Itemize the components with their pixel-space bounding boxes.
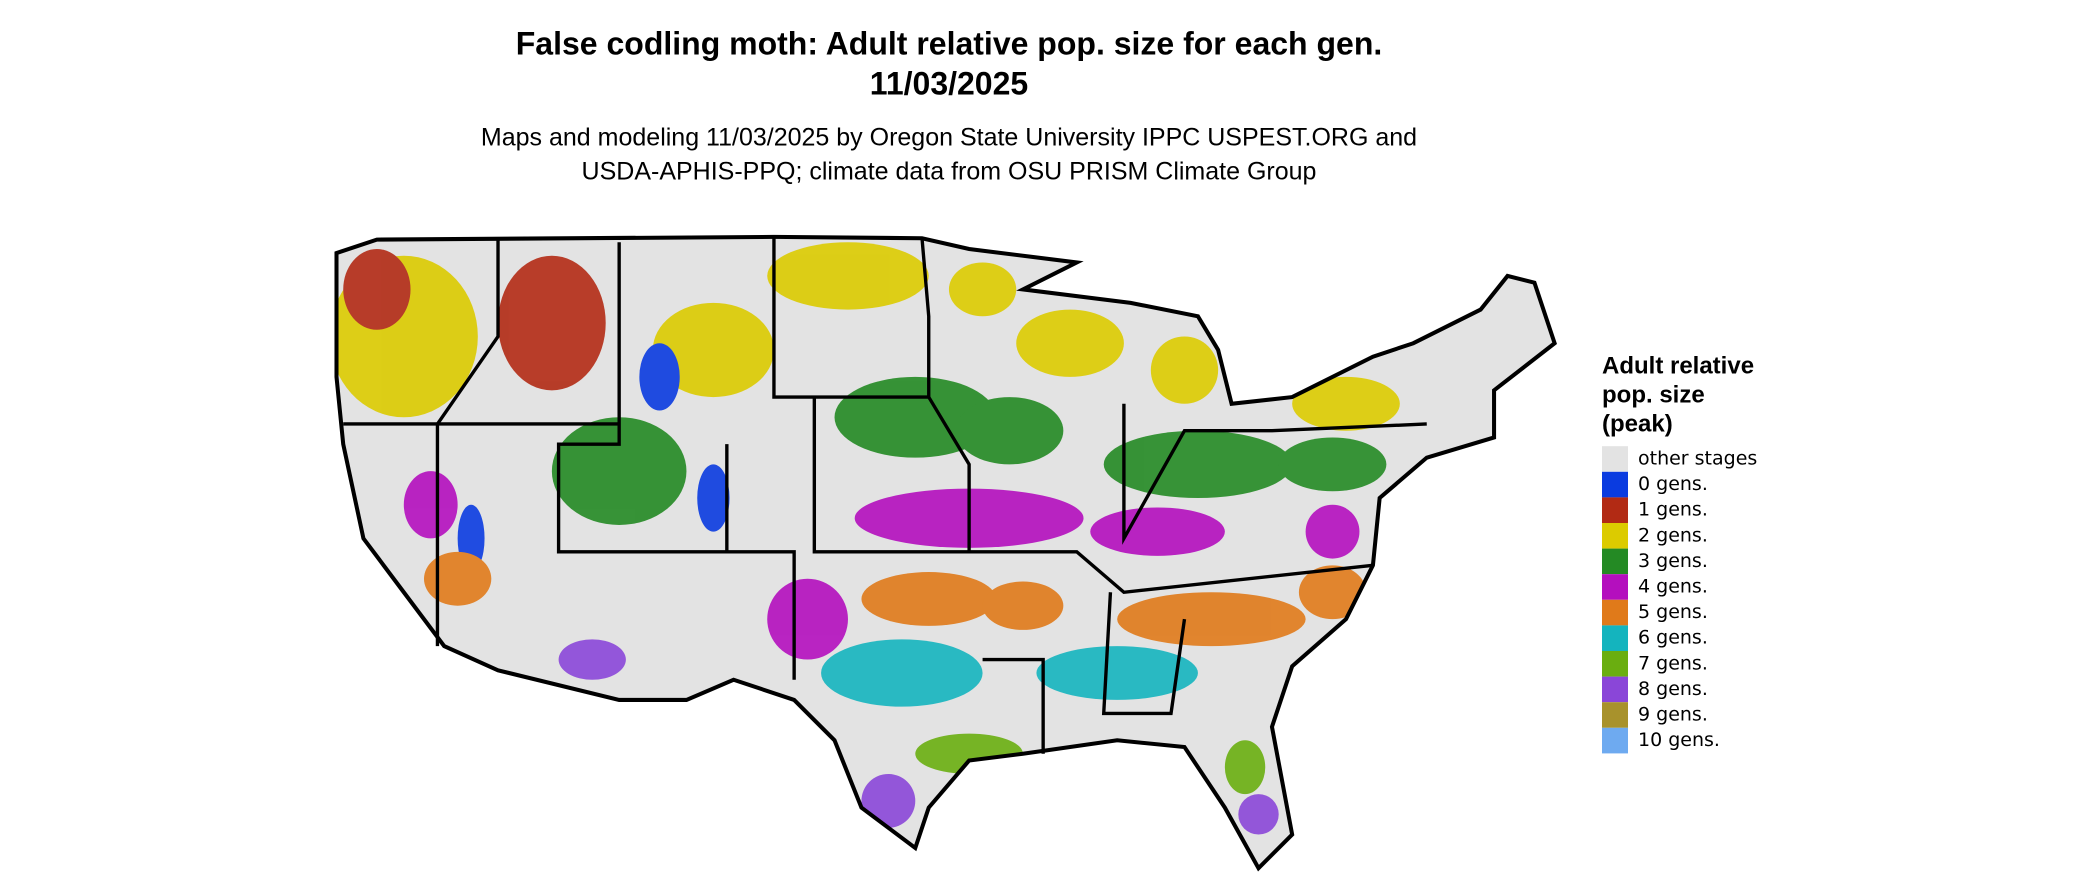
legend-label: 4 gens. (1638, 576, 1708, 598)
legend-title: Adult relative (1602, 352, 1754, 379)
legend-swatch (1602, 574, 1628, 600)
legend-label: 5 gens. (1638, 601, 1708, 623)
legend-swatch (1602, 497, 1628, 523)
legend-swatch (1602, 471, 1628, 498)
map (330, 237, 1555, 868)
legend-swatch (1602, 651, 1628, 677)
state-lines (343, 236, 1427, 754)
legend-label: 1 gens. (1638, 499, 1708, 521)
legend-title: (peak) (1602, 410, 1673, 437)
subtitle: USDA-APHIS-PPQ; climate data from OSU PR… (582, 158, 1317, 186)
legend-label: 9 gens. (1638, 704, 1708, 726)
legend-swatch (1602, 702, 1628, 728)
legend-label: 3 gens. (1638, 550, 1708, 572)
legend-swatch (1602, 625, 1628, 651)
legend-swatch (1602, 548, 1628, 575)
legend-swatch (1602, 523, 1628, 549)
legend-label: 8 gens. (1638, 678, 1708, 700)
title: False codling moth: Adult relative pop. … (516, 25, 1383, 61)
legend-label: 10 gens. (1638, 729, 1720, 751)
legend-swatch (1602, 446, 1628, 472)
legend-label: other stages (1638, 448, 1757, 470)
legend-swatch (1602, 599, 1628, 626)
legend-label: 6 gens. (1638, 627, 1708, 649)
legend-label: 2 gens. (1638, 524, 1708, 546)
legend-swatch (1602, 676, 1628, 703)
legend-label: 7 gens. (1638, 652, 1708, 674)
map-regions (336, 242, 1400, 835)
legend-swatch (1602, 727, 1628, 754)
title: 11/03/2025 (870, 65, 1028, 101)
header: False codling moth: Adult relative pop. … (481, 25, 1417, 185)
legend-label: 0 gens. (1638, 473, 1708, 495)
subtitle: Maps and modeling 11/03/2025 by Oregon S… (481, 124, 1417, 152)
legend-title: pop. size (1602, 381, 1705, 408)
